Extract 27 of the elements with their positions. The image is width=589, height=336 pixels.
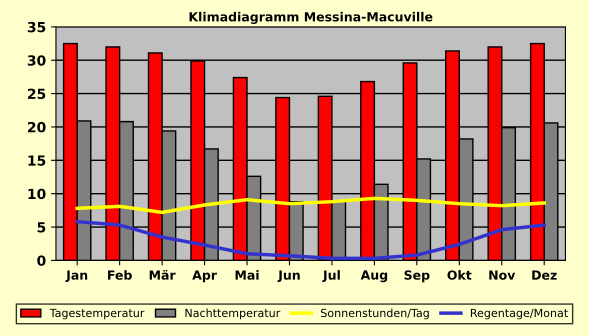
legend-label: Regentage/Monat bbox=[470, 308, 568, 320]
x-tick-label: Feb bbox=[108, 270, 132, 280]
y-tick-label: 20 bbox=[28, 122, 46, 132]
y-tick-label: 25 bbox=[28, 88, 46, 100]
y-tick-label: 10 bbox=[28, 188, 46, 200]
chart-title: Klimadiagramm Messina-Macuville bbox=[190, 12, 432, 24]
line-series bbox=[75, 196, 546, 214]
legend-label: Nachttemperatur bbox=[185, 308, 280, 320]
x-tick-label: Nov bbox=[489, 270, 516, 280]
x-tick-label: Jan bbox=[65, 270, 88, 282]
y-tick-label: 15 bbox=[28, 155, 46, 166]
y-tick-label: 0 bbox=[37, 255, 46, 266]
y-tick-label: 5 bbox=[38, 222, 46, 233]
x-tick-label: Apr bbox=[192, 270, 217, 282]
x-tick-label: Mär bbox=[150, 270, 176, 280]
legend-label: Sonnenstunden/Tag bbox=[321, 308, 429, 320]
x-tick-label: Jun bbox=[278, 270, 300, 282]
y-tick-label: 35 bbox=[28, 22, 46, 32]
x-tick-label: Jul bbox=[322, 270, 340, 282]
x-tick-label: Okt bbox=[447, 270, 472, 280]
x-tick-label: Mai bbox=[236, 270, 259, 280]
y-tick-label: 30 bbox=[28, 55, 46, 66]
line-series bbox=[75, 220, 546, 260]
x-tick-label: Sep bbox=[404, 270, 430, 282]
x-tick-label: Aug bbox=[360, 270, 388, 282]
x-tick-label: Dez bbox=[532, 270, 557, 280]
legend-label: Tagestemperatur bbox=[50, 308, 144, 320]
